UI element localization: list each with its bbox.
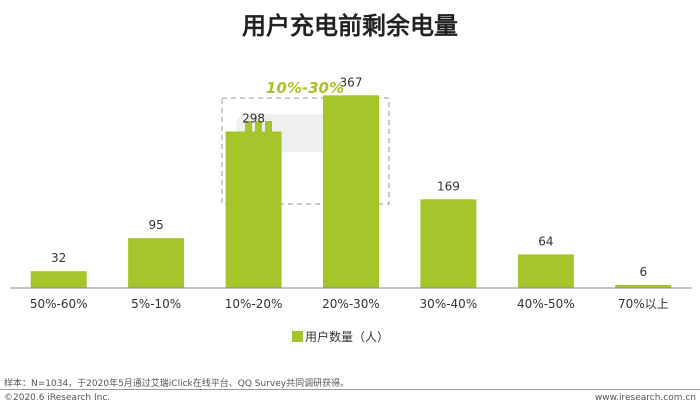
bar-3 bbox=[323, 95, 379, 288]
bar-1 bbox=[128, 238, 185, 288]
value-label-6: 6 bbox=[639, 265, 647, 279]
footer-divider bbox=[0, 389, 700, 390]
category-label-4: 30%-40% bbox=[420, 297, 478, 311]
category-label-0: 50%-60% bbox=[30, 297, 88, 311]
legend-label: 用户数量（人） bbox=[305, 329, 389, 344]
footnote: 样本：N=1034，于2020年5月通过艾瑞iClick在线平台、QQ Surv… bbox=[4, 379, 350, 389]
value-label-3: 367 bbox=[340, 75, 363, 89]
highlight-box bbox=[221, 97, 390, 205]
bar-6 bbox=[615, 284, 672, 289]
legend-swatch bbox=[292, 331, 303, 342]
bars-layer: 32 50%-60% 95 5%-10% 298 10%-20% 367 20%-30% 169… bbox=[30, 75, 672, 311]
category-label-2: 10%-20% bbox=[225, 297, 283, 311]
value-label-0: 32 bbox=[51, 251, 66, 265]
value-label-1: 95 bbox=[148, 218, 163, 232]
bar-5 bbox=[517, 254, 574, 288]
bar-0 bbox=[30, 271, 87, 288]
bar-2 bbox=[225, 131, 282, 288]
copyright: ©2020.6 iResearch Inc. bbox=[4, 393, 111, 403]
bar-4 bbox=[420, 199, 477, 288]
value-label-5: 64 bbox=[538, 234, 553, 248]
value-label-2: 298 bbox=[242, 112, 265, 126]
site-url: www.iresearch.com.cn bbox=[594, 393, 696, 403]
legend: 用户数量（人） bbox=[292, 329, 389, 344]
value-label-4: 169 bbox=[437, 179, 460, 193]
category-label-6: 70%以上 bbox=[618, 297, 669, 311]
category-label-5: 40%-50% bbox=[517, 297, 575, 311]
chart-title: 用户充电前剩余电量 bbox=[242, 12, 458, 40]
category-label-3: 20%-30% bbox=[322, 297, 380, 311]
highlight-label: 10%-30% bbox=[266, 79, 344, 97]
category-label-1: 5%-10% bbox=[131, 297, 181, 311]
